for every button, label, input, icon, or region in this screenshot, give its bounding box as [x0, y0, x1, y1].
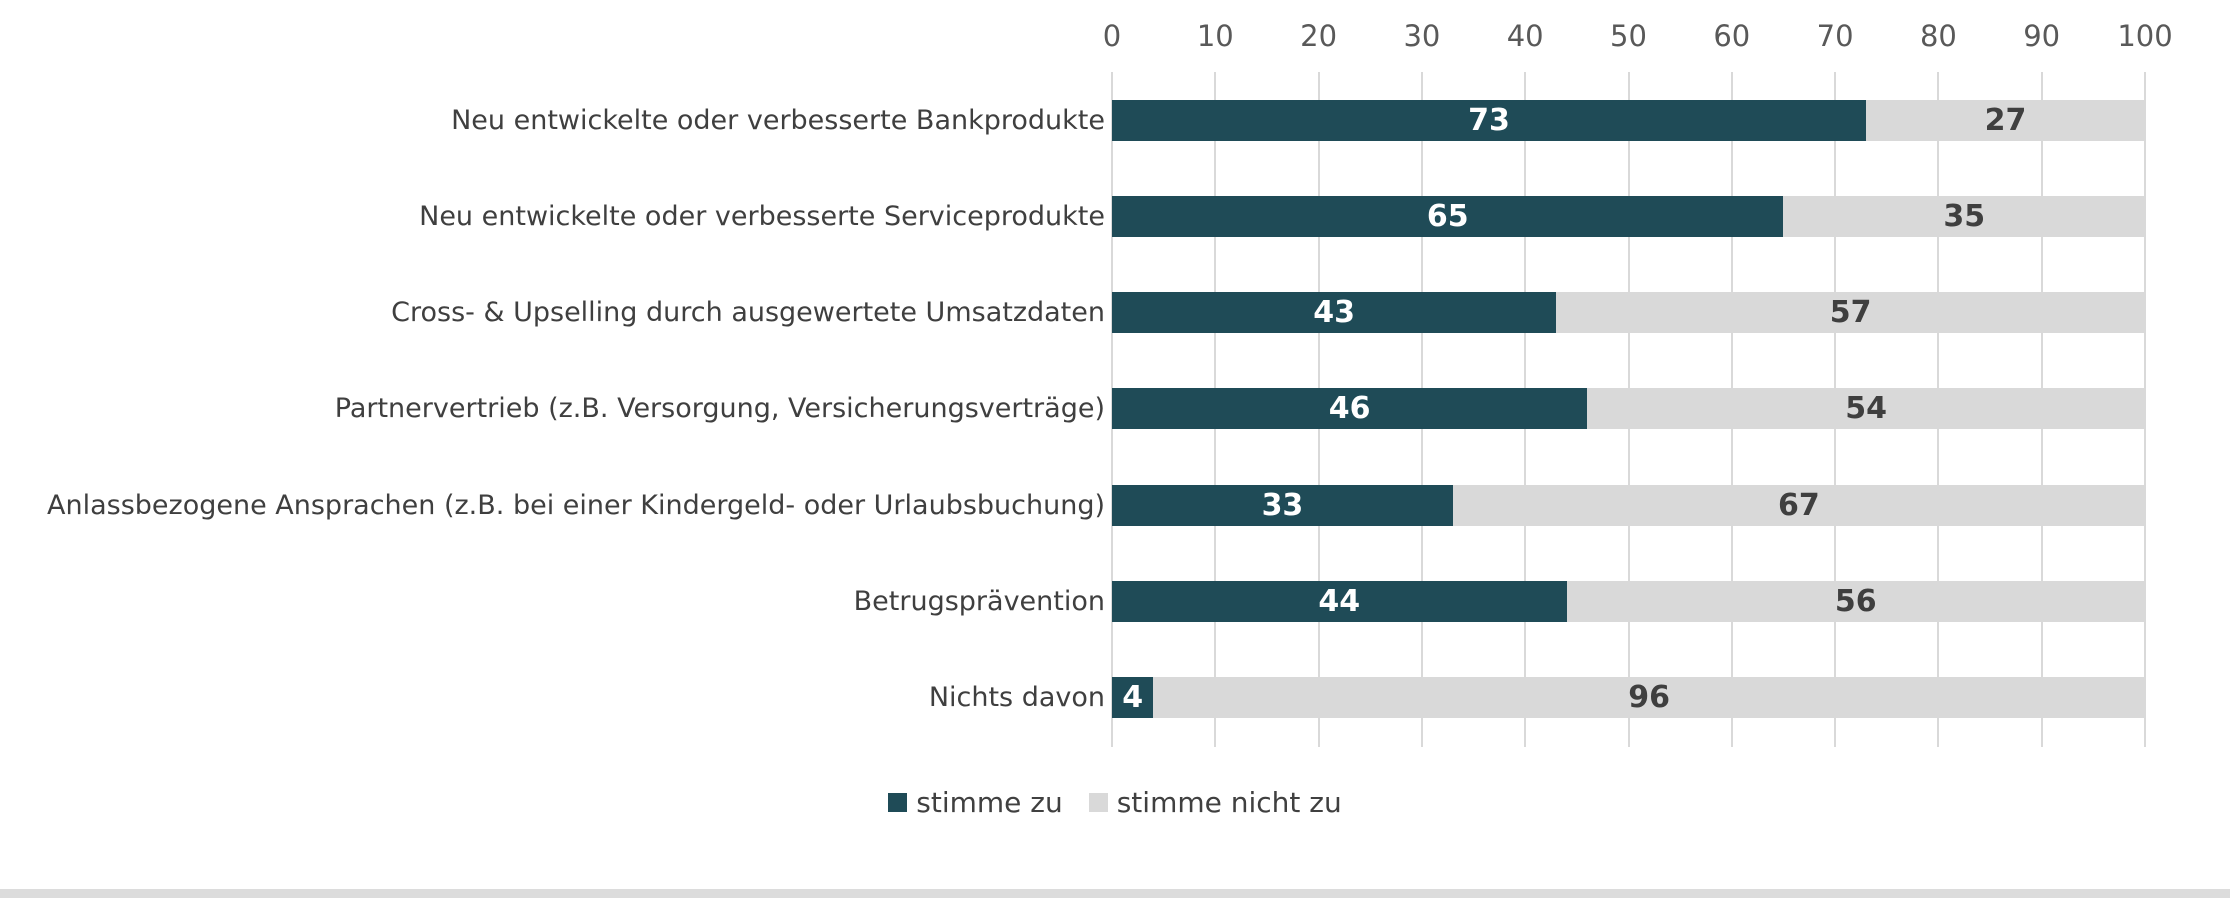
segment-agree: 33 — [1112, 484, 1453, 526]
value-label-disagree: 35 — [1943, 198, 1986, 234]
category-label: Partnervertrieb (z.B. Versorgung, Versic… — [334, 393, 1105, 425]
value-label-agree: 4 — [1122, 680, 1144, 716]
value-label-agree: 43 — [1313, 295, 1355, 331]
x-tick-label: 60 — [1713, 19, 1751, 53]
value-label-disagree: 57 — [1829, 295, 1872, 331]
x-tick-label: 80 — [1919, 19, 1957, 53]
value-label-agree: 65 — [1426, 198, 1469, 234]
x-tick-label: 0 — [1102, 19, 1122, 53]
segment-disagree: 57 — [1556, 292, 2145, 334]
bar-row: 65 35 — [1112, 195, 2145, 237]
value-label-agree: 44 — [1318, 584, 1361, 620]
segment-agree: 43 — [1112, 292, 1557, 334]
segment-agree: 73 — [1112, 99, 1867, 141]
legend: stimme zu stimme nicht zu — [0, 786, 2230, 819]
value-label-disagree: 96 — [1628, 680, 1671, 716]
category-label: Anlassbezogene Ansprachen (z.B. bei eine… — [47, 489, 1105, 521]
segment-disagree: 35 — [1783, 195, 2145, 237]
segment-agree: 44 — [1112, 581, 1567, 623]
value-label-disagree: 67 — [1778, 487, 1820, 523]
segment-agree: 46 — [1112, 388, 1588, 430]
legend-item: stimme nicht zu — [1088, 786, 1342, 819]
category-label: Betrugsprävention — [853, 586, 1105, 618]
gridline — [2144, 72, 2146, 747]
legend-marker — [888, 793, 908, 812]
category-label: Nichts davon — [928, 682, 1105, 714]
segment-disagree: 67 — [1452, 484, 2145, 526]
value-label-disagree: 56 — [1834, 584, 1877, 620]
value-label-disagree: 27 — [1984, 102, 2027, 138]
legend-marker — [1088, 793, 1108, 812]
segment-disagree: 56 — [1566, 581, 2145, 623]
bar-row: 73 27 — [1112, 99, 2145, 141]
segment-disagree: 27 — [1866, 99, 2145, 141]
category-label: Neu entwickelte oder verbesserte Bankpro… — [451, 104, 1105, 136]
value-label-agree: 33 — [1261, 487, 1304, 523]
bar-row: 44 56 — [1112, 581, 2145, 623]
bar-row: 4 96 — [1112, 677, 2145, 719]
x-tick-label: 30 — [1403, 19, 1441, 53]
segment-agree: 4 — [1112, 677, 1154, 719]
plot-area: 73 27 65 35 43 57 46 54 33 67 44 56 4 96 — [1111, 72, 2146, 747]
bar-row: 33 67 — [1112, 484, 2145, 526]
value-label-disagree: 54 — [1845, 391, 1887, 427]
bottom-strip — [0, 889, 2230, 898]
category-label: Neu entwickelte oder verbesserte Service… — [419, 200, 1105, 232]
x-tick-label: 20 — [1300, 19, 1338, 53]
legend-label: stimme zu — [916, 786, 1063, 819]
x-tick-label: 100 — [2117, 19, 2173, 53]
value-label-agree: 46 — [1328, 391, 1371, 427]
x-tick-label: 40 — [1506, 19, 1544, 53]
segment-disagree: 54 — [1587, 388, 2145, 430]
bar-row: 43 57 — [1112, 292, 2145, 334]
x-tick-label: 70 — [1816, 19, 1854, 53]
bar-row: 46 54 — [1112, 388, 2145, 430]
value-label-agree: 73 — [1468, 102, 1510, 138]
legend-item: stimme zu — [888, 786, 1063, 819]
category-labels: Neu entwickelte oder verbesserte Bankpro… — [0, 72, 1105, 747]
legend-label: stimme nicht zu — [1116, 786, 1342, 819]
x-tick-label: 50 — [1610, 19, 1647, 53]
category-label: Cross- & Upselling durch ausgewertete Um… — [391, 297, 1105, 329]
x-axis-tick-labels: 0 10 20 30 40 50 60 70 80 90 100 — [1103, 14, 2173, 58]
segment-disagree: 96 — [1153, 677, 2145, 719]
x-tick-label: 10 — [1196, 19, 1234, 53]
x-tick-label: 90 — [2023, 19, 2061, 53]
segment-agree: 65 — [1112, 195, 1784, 237]
